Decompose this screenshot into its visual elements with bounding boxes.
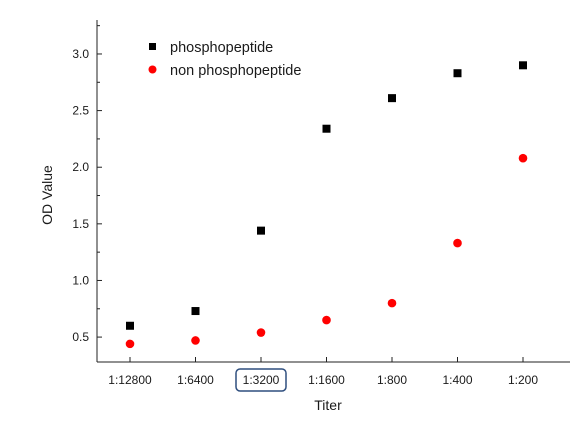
x-tick-label: 1:400 [442,373,472,387]
point-phosphopeptide [519,61,527,70]
point-non-phosphopeptide [518,153,528,163]
x-tick-label: 1:12800 [108,373,152,387]
y-tick-label: 1.5 [72,217,89,231]
x-tick-label: 1:3200 [243,373,280,387]
y-axis-title: OD Value [39,165,55,225]
x-tick-label: 1:800 [377,373,407,387]
legend: phosphopeptide non phosphopeptide [148,40,301,79]
point-phosphopeptide [126,321,134,330]
x-ticks: 1:12800 1:6400 1:3200 1:1600 1:800 1:400 1:200 [108,357,538,392]
point-phosphopeptide [191,307,200,316]
highlight-box [235,368,287,392]
legend-marker-phosphopeptide [149,43,156,50]
y-ticks: 0.5 1.0 1.5 2.0 2.5 3.0 [72,25,102,344]
point-non-phosphopeptide [387,298,397,308]
point-non-phosphopeptide [256,328,266,337]
point-phosphopeptide [257,226,265,235]
x-axis-title: Titer [314,397,342,413]
point-non-phosphopeptide [453,238,462,248]
legend-marker-non-phosphopeptide [148,65,157,74]
point-non-phosphopeptide [191,336,200,345]
point-non-phosphopeptide [125,339,135,349]
x-tick-label: 1:200 [508,373,538,387]
y-tick-label: 2.5 [72,104,89,118]
point-non-phosphopeptide [322,315,331,325]
x-tick-label: 1:6400 [177,373,214,387]
y-tick-label: 3.0 [72,47,89,61]
y-tick-label: 2.0 [72,160,89,174]
y-tick-label: 1.0 [72,273,89,287]
data-points [125,61,528,349]
x-tick-label: 1:1600 [308,373,345,387]
legend-label-non-phosphopeptide: non phosphopeptide [170,63,301,79]
y-tick-label: 0.5 [72,330,89,344]
axes [96,20,570,363]
point-phosphopeptide [322,124,331,133]
legend-label-phosphopeptide: phosphopeptide [170,40,273,56]
point-phosphopeptide [453,69,462,78]
point-phosphopeptide [388,94,396,103]
